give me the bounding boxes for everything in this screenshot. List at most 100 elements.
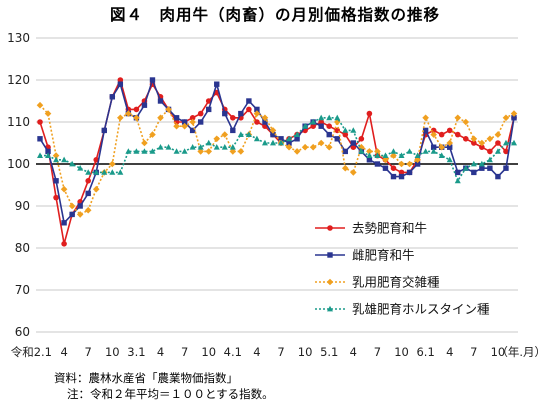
legend-label: 去勢肥育和牛 bbox=[352, 221, 427, 236]
data-point bbox=[109, 169, 116, 175]
data-point bbox=[246, 98, 252, 104]
data-point bbox=[109, 160, 116, 168]
data-point bbox=[173, 115, 180, 121]
data-point bbox=[189, 115, 196, 121]
data-point bbox=[486, 135, 494, 143]
data-point bbox=[85, 178, 92, 184]
data-point bbox=[310, 123, 316, 129]
data-point bbox=[245, 131, 252, 137]
x-tick-label: 4 bbox=[60, 345, 67, 359]
data-point bbox=[205, 148, 213, 155]
data-point bbox=[149, 131, 156, 138]
data-point bbox=[342, 148, 348, 155]
y-tick-label: 70 bbox=[15, 283, 30, 297]
x-tick-label: 3.1 bbox=[127, 345, 145, 359]
data-point bbox=[93, 169, 100, 175]
data-point bbox=[173, 148, 180, 154]
data-point bbox=[69, 160, 76, 167]
data-point bbox=[486, 156, 493, 163]
data-point bbox=[301, 143, 309, 151]
data-point bbox=[270, 131, 276, 138]
data-point bbox=[125, 148, 132, 154]
series-line bbox=[40, 117, 514, 183]
x-tick-label: 10 bbox=[491, 345, 506, 359]
data-point bbox=[406, 169, 413, 176]
data-point bbox=[181, 148, 188, 154]
data-point bbox=[157, 114, 164, 122]
data-point bbox=[133, 106, 140, 113]
series-1 bbox=[37, 77, 517, 226]
data-point bbox=[470, 160, 477, 167]
series-line bbox=[39, 77, 515, 225]
data-point bbox=[222, 110, 228, 117]
data-point bbox=[422, 127, 429, 134]
data-point bbox=[189, 144, 196, 150]
data-point bbox=[318, 119, 324, 125]
data-point bbox=[422, 114, 429, 122]
data-point bbox=[165, 106, 172, 113]
data-point bbox=[181, 119, 188, 125]
grid bbox=[36, 37, 518, 333]
data-point bbox=[221, 131, 229, 138]
data-point bbox=[221, 144, 228, 150]
data-point bbox=[117, 81, 124, 87]
data-point bbox=[422, 148, 429, 154]
data-point bbox=[382, 152, 389, 158]
data-point bbox=[438, 143, 445, 151]
data-point bbox=[237, 131, 244, 137]
data-point bbox=[37, 119, 43, 125]
data-point bbox=[325, 143, 333, 151]
data-point bbox=[366, 110, 373, 117]
data-point bbox=[310, 118, 317, 125]
data-point bbox=[53, 194, 59, 201]
data-point bbox=[254, 106, 260, 113]
data-point bbox=[165, 144, 172, 150]
data-point bbox=[197, 110, 204, 117]
data-point bbox=[406, 148, 413, 154]
legend-label: 乳用肥育交雑種 bbox=[352, 275, 440, 290]
data-point bbox=[92, 185, 100, 193]
data-point bbox=[502, 114, 510, 122]
data-point bbox=[293, 148, 301, 155]
data-point bbox=[430, 131, 437, 138]
data-point bbox=[117, 77, 124, 83]
data-point bbox=[334, 136, 340, 142]
data-point bbox=[414, 152, 421, 158]
data-point bbox=[77, 203, 83, 209]
data-point bbox=[285, 143, 293, 151]
x-tick-label: 5.1 bbox=[320, 345, 338, 359]
data-point bbox=[52, 152, 60, 159]
data-point bbox=[471, 169, 477, 176]
data-point bbox=[246, 106, 252, 113]
data-point bbox=[487, 165, 493, 171]
y-tick-label: 80 bbox=[15, 241, 30, 255]
data-point bbox=[197, 144, 204, 150]
data-point bbox=[206, 106, 212, 113]
data-point bbox=[326, 131, 332, 138]
data-point bbox=[494, 148, 501, 154]
data-point bbox=[471, 140, 477, 146]
data-point bbox=[133, 114, 140, 122]
data-point bbox=[342, 127, 349, 133]
data-point bbox=[503, 165, 509, 171]
data-point bbox=[109, 94, 116, 100]
legend-label: 雌肥育和牛 bbox=[352, 248, 415, 263]
data-point bbox=[181, 122, 188, 130]
data-point bbox=[366, 148, 373, 155]
data-point bbox=[327, 252, 333, 258]
data-point bbox=[470, 135, 478, 143]
data-point bbox=[61, 156, 68, 163]
data-point bbox=[318, 114, 325, 121]
data-point bbox=[69, 211, 75, 218]
data-point bbox=[53, 156, 60, 163]
source-text: 資料：農林水産省「農業物価指数」 bbox=[54, 371, 238, 385]
data-point bbox=[374, 161, 381, 167]
data-point bbox=[229, 148, 237, 155]
data-point bbox=[462, 118, 470, 126]
data-point bbox=[398, 169, 405, 176]
data-point bbox=[76, 211, 84, 218]
data-point bbox=[487, 148, 493, 155]
data-point bbox=[60, 185, 68, 193]
data-point bbox=[326, 114, 333, 121]
